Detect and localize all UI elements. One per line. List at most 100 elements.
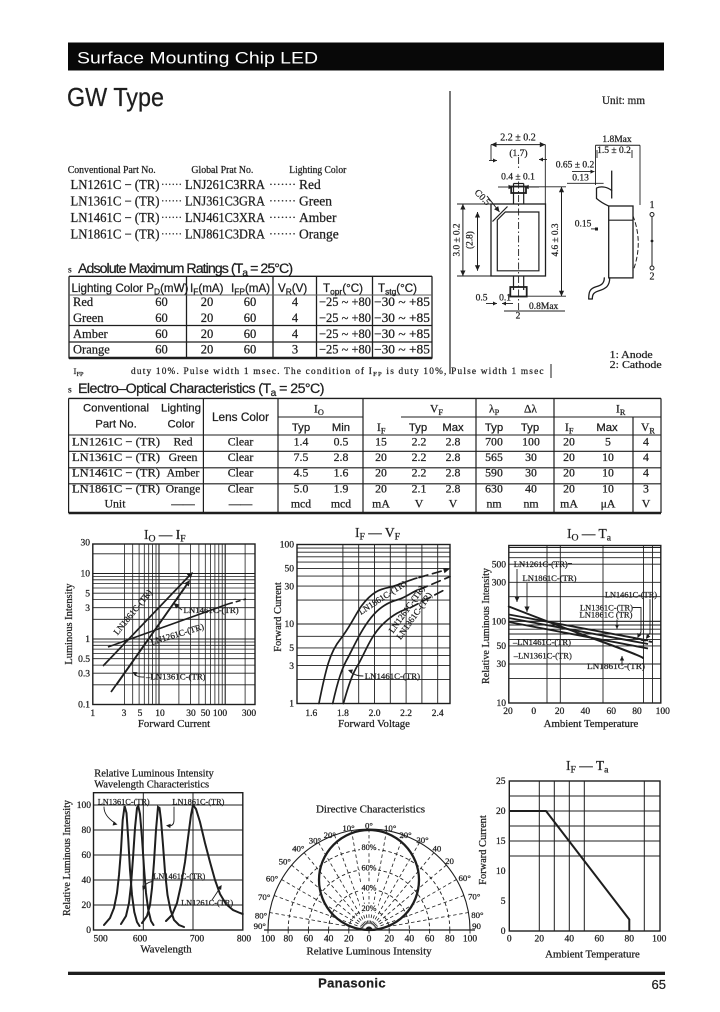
svg-text:4: 4 bbox=[292, 295, 299, 309]
svg-text:Min: Min bbox=[332, 422, 350, 434]
svg-text:Orange: Orange bbox=[299, 227, 339, 242]
svg-text:IF​: IF​ bbox=[565, 422, 574, 435]
svg-text:3.0 ± 0.2: 3.0 ± 0.2 bbox=[453, 223, 463, 256]
svg-text:Forward Current: Forward Current bbox=[138, 718, 210, 730]
svg-text:0: 0 bbox=[501, 927, 506, 937]
svg-text:80: 80 bbox=[625, 935, 635, 945]
svg-text:nm: nm bbox=[486, 497, 501, 511]
svg-text:100: 100 bbox=[77, 801, 92, 811]
svg-text:······: ······ bbox=[161, 194, 182, 208]
svg-text:40: 40 bbox=[82, 876, 92, 886]
svg-text:Lighting Color: Lighting Color bbox=[289, 165, 346, 176]
svg-text:Red: Red bbox=[299, 177, 321, 192]
svg-text:40: 40 bbox=[525, 481, 537, 495]
svg-text:30°: 30° bbox=[416, 835, 429, 845]
svg-text:10: 10 bbox=[602, 450, 614, 464]
svg-text:2.2: 2.2 bbox=[412, 466, 427, 480]
svg-text:······: ······ bbox=[161, 177, 182, 191]
svg-text:30: 30 bbox=[525, 466, 537, 480]
svg-text:LN1861C − (TR): LN1861C − (TR) bbox=[71, 227, 160, 242]
svg-text:100: 100 bbox=[280, 541, 295, 551]
svg-text:Topr​(°C): Topr​(°C) bbox=[323, 282, 363, 296]
svg-text:30°: 30° bbox=[309, 836, 322, 846]
svg-text:20°: 20° bbox=[324, 830, 337, 840]
svg-text:0: 0 bbox=[531, 707, 536, 717]
svg-text:Color: Color bbox=[168, 419, 195, 431]
svg-text:20: 20 bbox=[82, 901, 92, 911]
svg-text:100: 100 bbox=[656, 707, 671, 717]
svg-text:10: 10 bbox=[285, 620, 295, 630]
svg-text:60: 60 bbox=[244, 343, 257, 357]
svg-text:700: 700 bbox=[485, 434, 503, 448]
svg-text:3: 3 bbox=[292, 343, 298, 357]
svg-text:4: 4 bbox=[643, 434, 649, 448]
svg-text:mcd: mcd bbox=[331, 497, 351, 511]
svg-text:1.5 ± 0.2: 1.5 ± 0.2 bbox=[597, 146, 631, 156]
svg-text:Global Prat No.: Global Prat No. bbox=[191, 165, 253, 176]
svg-text:Forward Voltage: Forward Voltage bbox=[338, 718, 410, 730]
svg-text:IF​ — VF​: IF​ — VF​ bbox=[355, 525, 401, 543]
svg-text:Forward Current: Forward Current bbox=[478, 815, 489, 885]
svg-text:LN1861C-(TR): LN1861C-(TR) bbox=[523, 573, 577, 583]
svg-text:50: 50 bbox=[497, 642, 507, 652]
svg-text:20: 20 bbox=[344, 935, 354, 945]
svg-text:1: 1 bbox=[650, 200, 655, 211]
svg-text:–LN1461C-(TR): –LN1461C-(TR) bbox=[512, 637, 571, 647]
svg-text:10: 10 bbox=[155, 709, 165, 719]
svg-text:1.8: 1.8 bbox=[337, 709, 349, 719]
svg-text:1: Anode: 1: Anode bbox=[610, 350, 653, 361]
svg-text:Amber: Amber bbox=[299, 210, 337, 225]
svg-text:Wavelength: Wavelength bbox=[140, 944, 192, 956]
svg-text:Max: Max bbox=[442, 422, 464, 434]
svg-text:10: 10 bbox=[602, 481, 614, 495]
svg-text:5.0: 5.0 bbox=[294, 481, 309, 495]
svg-text:40: 40 bbox=[565, 935, 575, 945]
svg-text:1: 1 bbox=[85, 635, 90, 645]
svg-text:10: 10 bbox=[496, 867, 506, 877]
svg-text:0.3: 0.3 bbox=[78, 669, 90, 679]
svg-text:2.2: 2.2 bbox=[400, 709, 412, 719]
svg-text:10: 10 bbox=[497, 699, 507, 709]
svg-text:0.1: 0.1 bbox=[499, 294, 511, 304]
svg-text:Unit: mm: Unit: mm bbox=[602, 93, 646, 107]
svg-text:20: 20 bbox=[375, 466, 387, 480]
svg-text:LN1461C-(TR): LN1461C-(TR) bbox=[153, 871, 205, 881]
svg-text:50: 50 bbox=[285, 565, 295, 575]
svg-text:−25 ~ +80: −25 ~ +80 bbox=[319, 343, 371, 357]
svg-text:Max: Max bbox=[596, 422, 618, 434]
svg-text:40°: 40° bbox=[292, 844, 305, 854]
svg-text:μA: μA bbox=[601, 497, 616, 511]
svg-text:Green: Green bbox=[299, 194, 332, 209]
svg-text:Panasonic: Panasonic bbox=[318, 976, 386, 991]
svg-text:0: 0 bbox=[367, 935, 372, 945]
svg-text:4: 4 bbox=[292, 327, 299, 341]
svg-text:Typ: Typ bbox=[485, 422, 503, 434]
svg-text:1: 1 bbox=[90, 709, 95, 719]
svg-text:600: 600 bbox=[133, 935, 148, 945]
svg-text:−30 ~ +85: −30 ~ +85 bbox=[374, 327, 430, 341]
svg-text:100: 100 bbox=[261, 935, 276, 945]
svg-text:VR​: VR​ bbox=[641, 422, 655, 435]
svg-text:15: 15 bbox=[375, 434, 387, 448]
svg-text:−25 ~ +80: −25 ~ +80 bbox=[319, 327, 371, 341]
svg-text:Green: Green bbox=[169, 450, 198, 464]
svg-text:Part No.: Part No. bbox=[95, 419, 136, 431]
svg-text:20: 20 bbox=[201, 327, 214, 341]
svg-text:nm: nm bbox=[523, 497, 538, 511]
svg-text:······: ······ bbox=[161, 210, 182, 224]
svg-text:·······: ······· bbox=[269, 177, 296, 191]
svg-text:Δλ: Δλ bbox=[524, 404, 537, 416]
svg-text:2: 2 bbox=[650, 272, 655, 283]
svg-text:Electro–Optical Characteristic: Electro–Optical Characteristics (Ta​ = 2… bbox=[78, 381, 324, 399]
svg-text:Adsolute Maximum Ratings (Ta​: Adsolute Maximum Ratings (Ta​ = 25°C) bbox=[78, 261, 292, 279]
svg-text:3: 3 bbox=[643, 481, 649, 495]
svg-text:500: 500 bbox=[94, 935, 109, 945]
svg-text:LN1361C − (TR): LN1361C − (TR) bbox=[71, 194, 160, 209]
svg-text:0°: 0° bbox=[365, 821, 373, 831]
svg-text:20: 20 bbox=[445, 856, 454, 866]
svg-text:LN1461C − (TR): LN1461C − (TR) bbox=[72, 466, 160, 480]
svg-text:Relative Luminous Intensity: Relative Luminous Intensity bbox=[62, 799, 73, 916]
svg-text:4: 4 bbox=[292, 311, 299, 325]
svg-text:20: 20 bbox=[563, 434, 575, 448]
svg-text:LN1861C-(TR): LN1861C-(TR) bbox=[587, 661, 645, 671]
